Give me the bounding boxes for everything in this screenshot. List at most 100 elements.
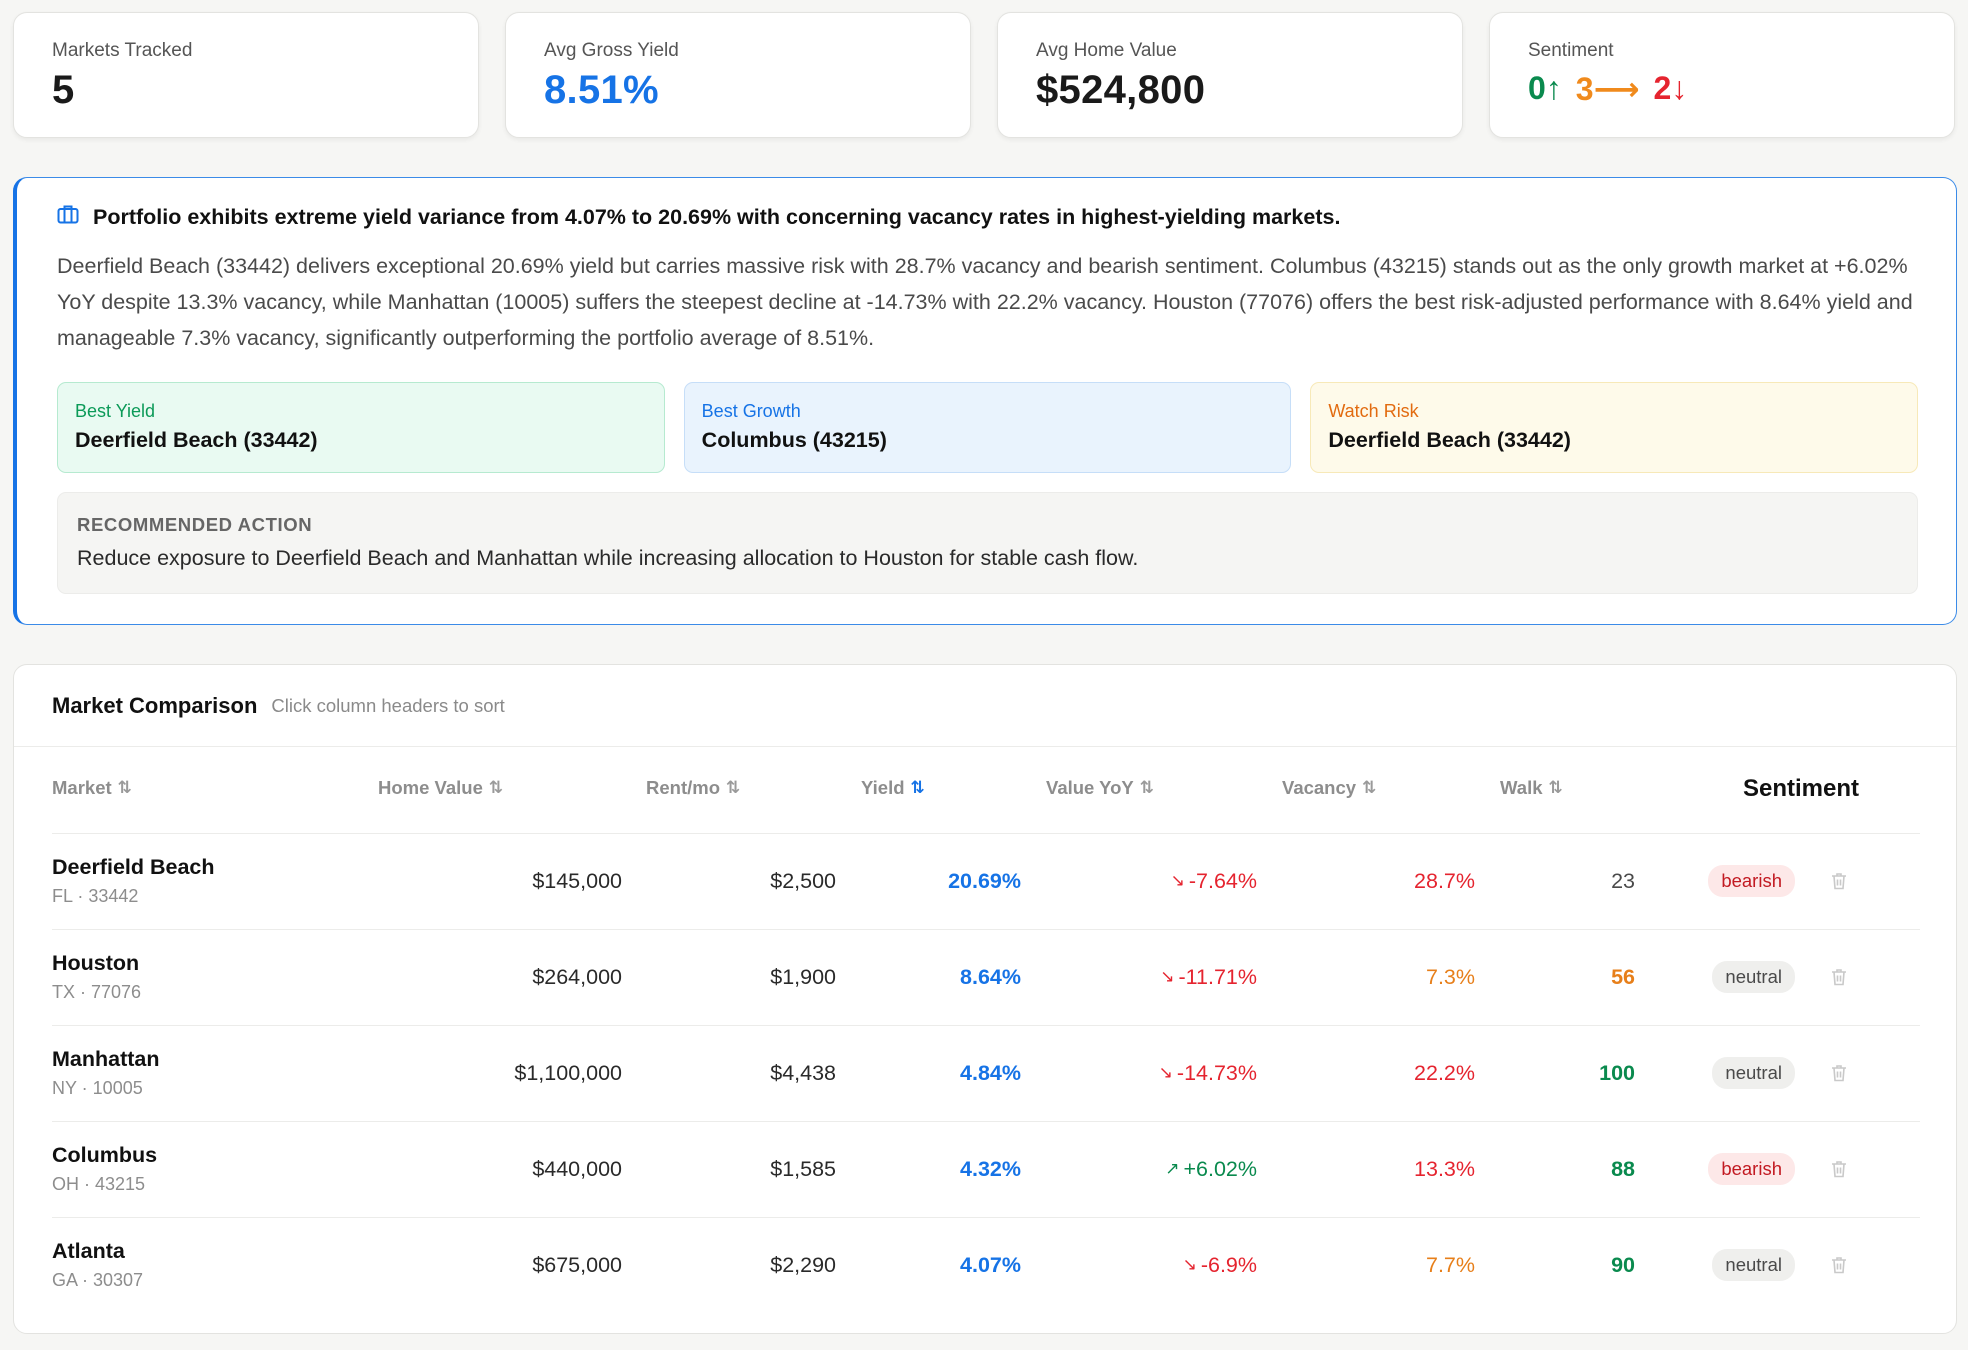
stat-card-home-value: Avg Home Value $524,800: [997, 12, 1463, 138]
column-header-rent[interactable]: Rent/mo ⇅: [646, 777, 740, 799]
market-cell: Columbus OH · 43215: [52, 1121, 352, 1217]
walk-cell: 56: [1611, 964, 1635, 989]
trash-icon[interactable]: [1831, 929, 1861, 1025]
trash-icon[interactable]: [1831, 833, 1861, 929]
table-row[interactable]: Deerfield Beach FL · 33442 $145,000 $2,5…: [52, 833, 1920, 930]
chip-value: Deerfield Beach (33442): [1328, 428, 1571, 452]
sentiment-cell: bearish: [1635, 833, 1795, 929]
market-name: Deerfield Beach: [52, 855, 215, 879]
sentiment-up-count: 0↑: [1528, 70, 1562, 106]
market-name: Houston: [52, 951, 140, 975]
sort-icon: ⇅: [488, 778, 504, 797]
sort-icon: ⇅: [1548, 778, 1563, 797]
table-row[interactable]: Atlanta GA · 30307 $675,000 $2,290 4.07%…: [52, 1217, 1920, 1313]
value-yoy-cell: ↘ -7.64%: [1021, 833, 1257, 929]
rent-cell: $2,500: [770, 868, 836, 893]
market-name: Columbus: [52, 1143, 158, 1167]
briefcase-icon: [57, 204, 79, 230]
column-header-label: Value YoY: [1046, 777, 1134, 798]
market-location: NY · 10005: [52, 1078, 143, 1098]
stat-card-markets: Markets Tracked 5: [13, 12, 479, 138]
sentiment-badge: neutral: [1712, 1249, 1795, 1281]
table-row[interactable]: Columbus OH · 43215 $440,000 $1,585 4.32…: [52, 1121, 1920, 1218]
sort-active-icon: ⇅: [910, 778, 925, 797]
yield-cell: 4.32%: [960, 1156, 1021, 1181]
sentiment-neutral-count: 3⟶: [1575, 71, 1640, 107]
stat-card-sentiment: Sentiment 0↑ 3⟶ 2↓: [1489, 12, 1955, 138]
column-header-label: Market: [52, 777, 112, 798]
chip-label: Best Growth: [701, 401, 801, 421]
column-header-market[interactable]: Market ⇅: [52, 777, 132, 799]
rent-cell: $4,438: [770, 1060, 836, 1085]
chip-label: Best Yield: [75, 401, 156, 421]
market-cell: Houston TX · 77076: [52, 929, 352, 1025]
chip-value: Deerfield Beach (33442): [75, 428, 318, 452]
home-value-cell: $440,000: [532, 1156, 622, 1181]
sentiment-down-count: 2↓: [1653, 70, 1688, 106]
chip-best-growth: Best Growth Columbus (43215): [683, 382, 1292, 473]
insight-headline: Portfolio exhibits extreme yield varianc…: [93, 204, 1341, 229]
value-yoy: -11.71%: [1178, 964, 1257, 989]
sentiment-badge: bearish: [1708, 1153, 1795, 1185]
column-header-label: Sentiment: [1743, 775, 1860, 802]
sentiment-cell: bearish: [1635, 1121, 1795, 1217]
sentiment-badge: bearish: [1708, 865, 1795, 897]
trend-down-icon: ↘: [1170, 871, 1185, 890]
sentiment-cell: neutral: [1635, 929, 1795, 1025]
trend-down-icon: ↘: [1158, 1063, 1173, 1082]
stat-value: 8.51%: [544, 68, 659, 112]
value-yoy: -6.9%: [1200, 1252, 1257, 1277]
walk-cell: 90: [1611, 1252, 1635, 1277]
column-header-walk[interactable]: Walk ⇅: [1500, 777, 1563, 799]
yield-cell: 4.84%: [960, 1060, 1021, 1085]
home-value-cell: $675,000: [532, 1252, 622, 1277]
vacancy-cell: 13.3%: [1414, 1156, 1475, 1181]
insight-chips: Best Yield Deerfield Beach (33442) Best …: [57, 382, 1919, 473]
sort-icon: ⇅: [1139, 778, 1154, 797]
home-value-cell: $1,100,000: [514, 1060, 622, 1085]
yield-cell: 8.64%: [960, 964, 1021, 989]
table-header: Market ⇅ Home Value ⇅ Rent/mo ⇅ Yield ⇅ …: [52, 747, 1920, 834]
insight-panel: Portfolio exhibits extreme yield varianc…: [13, 177, 1957, 625]
vacancy-cell: 7.3%: [1425, 964, 1475, 989]
market-cell: Deerfield Beach FL · 33442: [52, 833, 352, 929]
market-location: FL · 33442: [52, 886, 139, 906]
column-header-sentiment: Sentiment: [1743, 775, 1859, 803]
home-value-cell: $264,000: [532, 964, 622, 989]
stats-row: Markets Tracked 5 Avg Gross Yield 8.51% …: [13, 12, 1957, 138]
walk-cell: 100: [1599, 1060, 1635, 1085]
column-header-label: Walk: [1500, 777, 1543, 798]
column-header-label: Vacancy: [1282, 777, 1357, 798]
trash-icon[interactable]: [1831, 1217, 1861, 1313]
panel-subtitle: Click column headers to sort: [271, 694, 505, 716]
table-row[interactable]: Manhattan NY · 10005 $1,100,000 $4,438 4…: [52, 1025, 1920, 1122]
column-header-label: Yield: [861, 777, 905, 798]
recommended-action-text: Reduce exposure to Deerfield Beach and M…: [77, 546, 1139, 570]
column-header-yield[interactable]: Yield ⇅: [861, 777, 925, 799]
market-location: TX · 77076: [52, 982, 142, 1002]
value-yoy-cell: ↘ -11.71%: [1021, 929, 1257, 1025]
trash-icon[interactable]: [1831, 1025, 1861, 1121]
trash-icon[interactable]: [1831, 1121, 1861, 1217]
market-cell: Manhattan NY · 10005: [52, 1025, 352, 1121]
column-header-value-yoy[interactable]: Value YoY ⇅: [1046, 777, 1154, 799]
recommended-action-label: RECOMMENDED ACTION: [77, 514, 313, 535]
sort-icon: ⇅: [1362, 778, 1377, 797]
value-yoy-cell: ↘ -6.9%: [1021, 1217, 1257, 1313]
column-header-vacancy[interactable]: Vacancy ⇅: [1282, 777, 1376, 799]
stat-label: Avg Gross Yield: [544, 40, 679, 61]
sort-icon: ⇅: [117, 778, 132, 797]
table-row[interactable]: Houston TX · 77076 $264,000 $1,900 8.64%…: [52, 929, 1920, 1026]
vacancy-cell: 28.7%: [1414, 868, 1475, 893]
value-yoy-cell: ↘ -14.73%: [1021, 1025, 1257, 1121]
yield-cell: 20.69%: [948, 868, 1021, 893]
market-name: Manhattan: [52, 1047, 160, 1071]
sort-icon: ⇅: [726, 778, 741, 797]
market-cell: Atlanta GA · 30307: [52, 1217, 352, 1313]
panel-header: Market Comparison Click column headers t…: [14, 665, 1956, 747]
rent-cell: $1,900: [770, 964, 836, 989]
market-name: Atlanta: [52, 1239, 125, 1263]
column-header-home-value[interactable]: Home Value ⇅: [378, 777, 503, 799]
sentiment-cell: neutral: [1635, 1217, 1795, 1313]
chip-value: Columbus (43215): [701, 428, 887, 452]
